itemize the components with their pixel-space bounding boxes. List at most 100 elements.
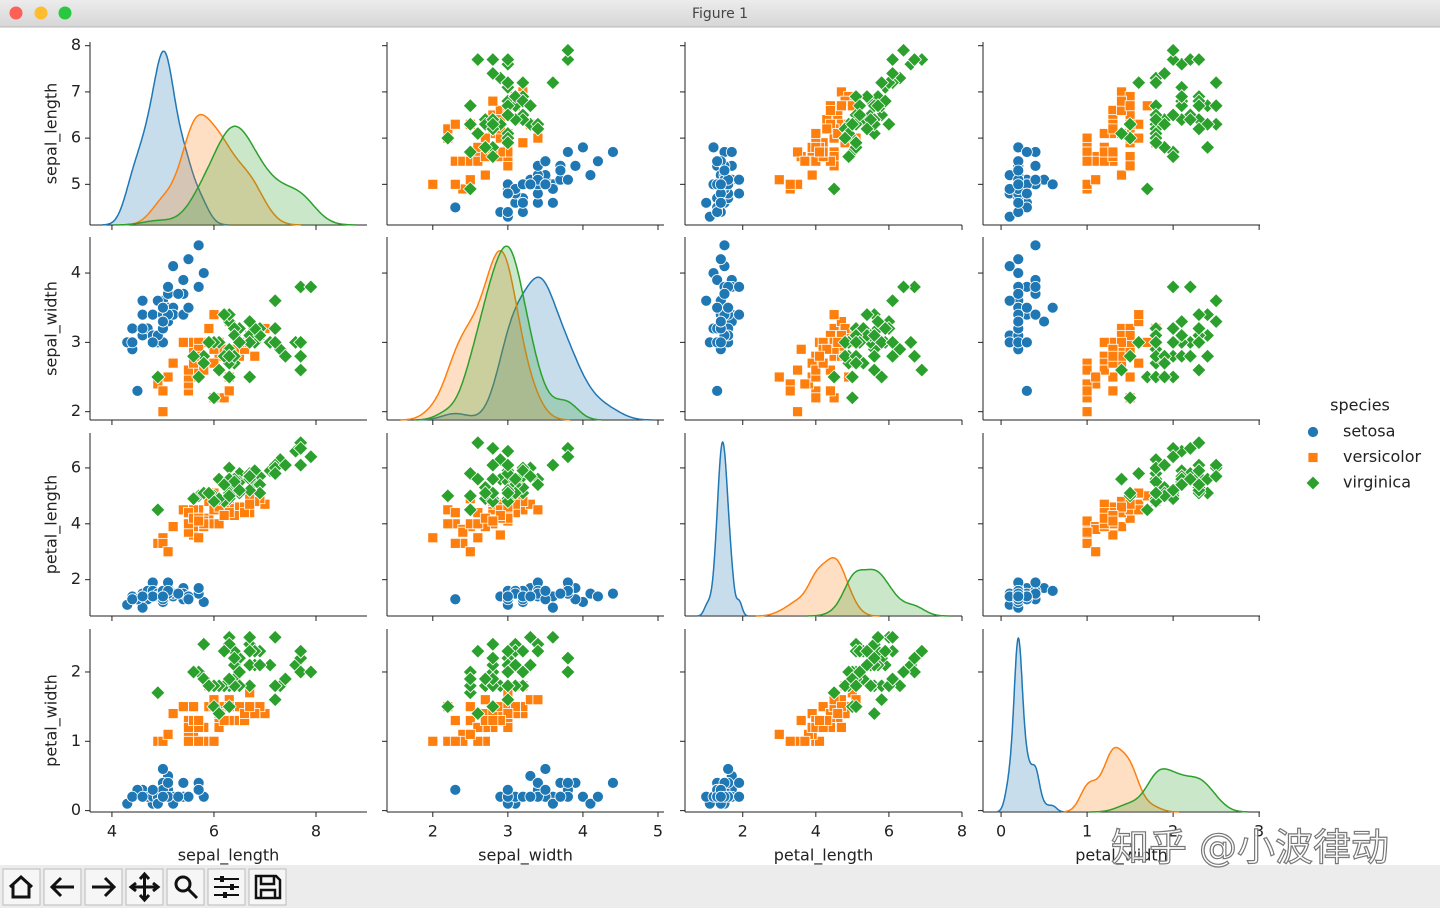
scatter-point xyxy=(852,107,868,123)
scatter-point xyxy=(885,348,901,364)
close-button[interactable] xyxy=(9,6,23,20)
scatter-point xyxy=(1122,348,1138,364)
scatter-point xyxy=(449,783,462,796)
scatter-point xyxy=(1139,181,1155,197)
scatter-point xyxy=(836,100,847,112)
scatter-point xyxy=(485,699,501,715)
home-button[interactable] xyxy=(2,868,41,906)
scatter-point xyxy=(874,75,890,91)
scatter-point xyxy=(515,93,531,109)
scatter-point xyxy=(193,715,205,726)
kde-line xyxy=(416,276,652,421)
y-axis-label: sepal_width xyxy=(42,281,62,376)
scatter-point xyxy=(826,369,842,385)
scatter-point xyxy=(814,350,825,362)
scatter-point xyxy=(560,650,576,666)
scatter-point xyxy=(810,128,822,139)
legend-label: versicolor xyxy=(1343,447,1421,466)
scatter-point xyxy=(562,146,574,158)
scatter-point xyxy=(501,206,514,218)
scatter-point xyxy=(562,776,574,789)
scatter-point xyxy=(874,692,890,708)
scatter-point xyxy=(1174,327,1190,343)
scatter-point xyxy=(711,384,724,397)
scatter-point xyxy=(870,314,886,330)
scatter-point xyxy=(1029,576,1042,589)
scatter-point xyxy=(177,336,189,348)
scatter-point xyxy=(569,159,582,172)
scatter-point xyxy=(848,334,864,350)
scatter-point xyxy=(485,65,501,81)
scatter-point xyxy=(539,584,552,597)
scatter-point xyxy=(242,678,258,694)
scatter-point xyxy=(487,715,499,726)
scatter-point xyxy=(494,529,506,541)
scatter-point xyxy=(1029,159,1042,172)
scatter-point xyxy=(700,294,713,307)
scatter-point xyxy=(1165,449,1181,465)
scatter-point xyxy=(722,301,735,314)
scatter-point xyxy=(196,636,212,652)
scatter-point xyxy=(267,629,283,645)
scatter-point xyxy=(844,390,860,406)
scatter-point xyxy=(470,435,486,451)
scatter-point xyxy=(515,75,531,91)
x-tick-label: 3 xyxy=(1254,822,1264,841)
y-tick-label: 7 xyxy=(71,81,81,100)
scatter-point xyxy=(231,334,248,350)
pairplot: 5 6 7 8 sepal_length 2 3 4 sepal_width 2 4 6 petal_l… xyxy=(42,35,1422,865)
scatter-point xyxy=(211,706,227,722)
scatter-point xyxy=(1081,537,1093,549)
scatter-point xyxy=(427,178,439,190)
scatter-point xyxy=(522,629,538,645)
zoom-tool-button[interactable] xyxy=(166,868,205,906)
scatter-point xyxy=(539,178,552,191)
scatter-point xyxy=(193,532,205,544)
scatter-point xyxy=(449,735,461,747)
scatter-point xyxy=(192,281,205,293)
scatter-point xyxy=(208,735,220,747)
scatter-point xyxy=(500,678,516,694)
scatter-point xyxy=(136,308,149,321)
scatter-point xyxy=(1191,477,1207,493)
scatter-point xyxy=(177,274,190,286)
scatter-point xyxy=(870,629,886,645)
scatter-point xyxy=(866,362,882,378)
scatter-point xyxy=(1156,369,1173,385)
configure-button[interactable] xyxy=(207,868,246,906)
scatter-point xyxy=(146,308,159,321)
scatter-point xyxy=(914,643,930,659)
scatter-point xyxy=(1133,309,1145,321)
kde-line xyxy=(755,556,880,617)
scatter-point xyxy=(517,137,529,149)
scatter-point xyxy=(733,790,745,803)
scatter-point xyxy=(136,590,149,603)
scatter-point xyxy=(607,587,619,600)
back-button[interactable] xyxy=(43,868,82,906)
scatter-point xyxy=(201,485,217,501)
scatter-point xyxy=(1191,435,1207,451)
scatter-point xyxy=(914,362,930,378)
scatter-point xyxy=(1020,384,1033,397)
scatter-point xyxy=(472,518,484,530)
y-tick-label: 2 xyxy=(71,569,81,588)
scatter-point xyxy=(844,369,860,385)
scatter-point xyxy=(479,694,491,706)
forward-button[interactable] xyxy=(84,868,123,906)
scatter-point xyxy=(303,664,319,680)
minimize-button[interactable] xyxy=(34,6,48,20)
scatter-point xyxy=(462,181,478,197)
save-button[interactable] xyxy=(248,868,287,906)
scatter-point xyxy=(1156,457,1173,473)
scatter-point xyxy=(1107,515,1119,527)
scatter-point xyxy=(714,790,727,803)
scatter-point xyxy=(714,253,727,266)
scatter-point xyxy=(530,477,546,493)
pan-button[interactable] xyxy=(125,868,164,906)
scatter-point xyxy=(1122,390,1138,406)
scatter-point xyxy=(500,51,516,68)
scatter-point xyxy=(799,155,811,167)
zoom-button[interactable] xyxy=(58,6,72,20)
scatter-point xyxy=(193,515,205,527)
scatter-point xyxy=(500,692,516,708)
